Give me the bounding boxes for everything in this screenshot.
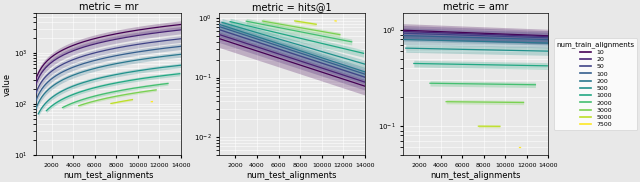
X-axis label: num_test_alignments: num_test_alignments (63, 171, 154, 179)
X-axis label: num_test_alignments: num_test_alignments (247, 171, 337, 179)
Y-axis label: value: value (3, 73, 12, 96)
X-axis label: num_test_alignments: num_test_alignments (431, 171, 521, 179)
Legend: 10, 20, 50, 100, 200, 500, 1000, 2000, 3000, 5000, 7500: 10, 20, 50, 100, 200, 500, 1000, 2000, 3… (554, 38, 637, 130)
Title: metric = amr: metric = amr (443, 3, 508, 13)
Title: metric = mr: metric = mr (79, 3, 138, 13)
Title: metric = hits@1: metric = hits@1 (252, 3, 332, 13)
